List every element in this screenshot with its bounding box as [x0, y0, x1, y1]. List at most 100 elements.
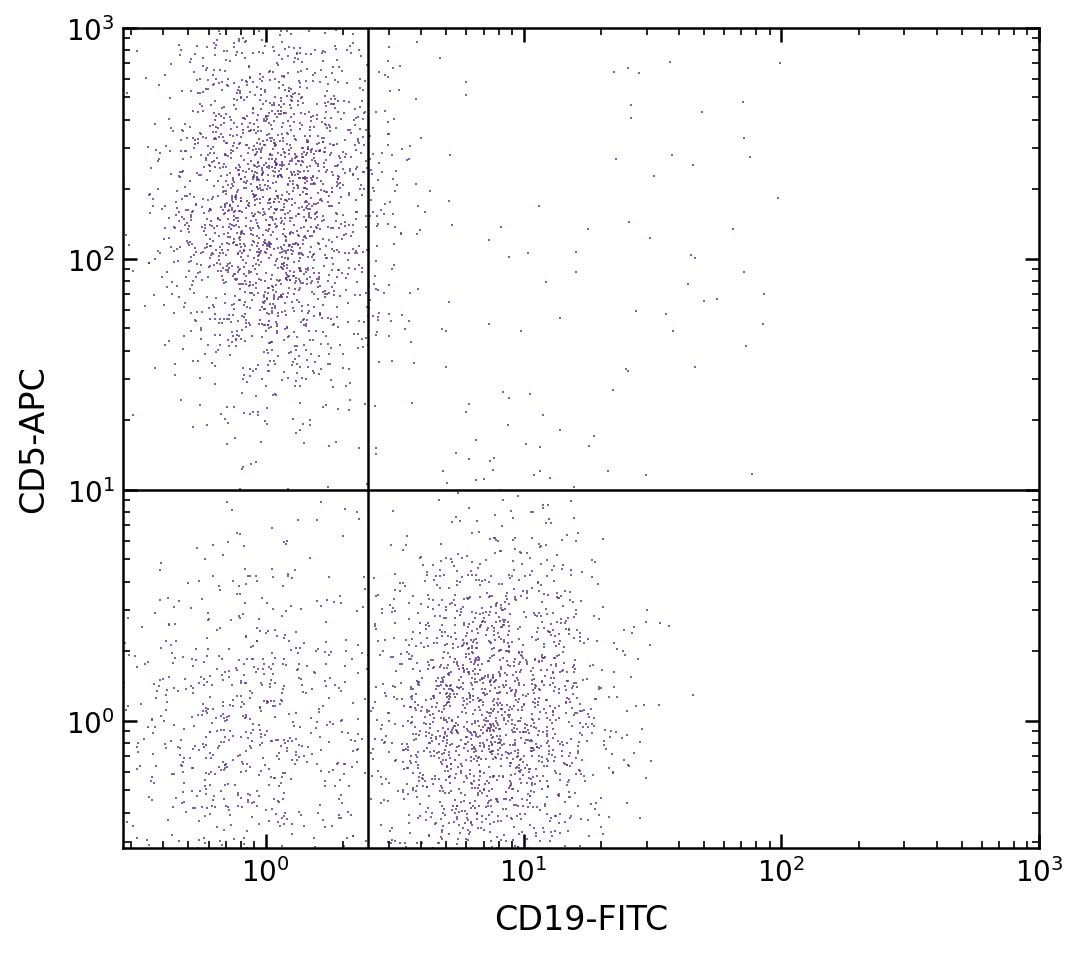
- Point: [329, 756, 347, 771]
- Point: [249, 120, 267, 135]
- Point: [471, 783, 488, 799]
- Point: [551, 627, 568, 642]
- Point: [215, 723, 232, 739]
- Point: [246, 197, 264, 213]
- Point: [414, 772, 431, 787]
- Point: [417, 805, 434, 821]
- Point: [276, 322, 294, 337]
- Point: [302, 347, 320, 362]
- Point: [569, 679, 586, 695]
- Point: [291, 738, 308, 753]
- Point: [218, 713, 235, 728]
- Point: [219, 205, 237, 220]
- Point: [492, 759, 510, 774]
- Point: [556, 679, 573, 694]
- Point: [309, 112, 326, 127]
- Point: [200, 270, 217, 285]
- Point: [286, 282, 303, 297]
- Point: [534, 654, 551, 669]
- Point: [333, 596, 350, 611]
- Point: [381, 598, 399, 613]
- Point: [411, 616, 429, 631]
- Point: [468, 632, 485, 647]
- Point: [166, 221, 184, 236]
- Point: [548, 639, 565, 654]
- Point: [268, 252, 285, 267]
- Point: [174, 165, 191, 180]
- Point: [482, 723, 499, 739]
- Point: [271, 82, 288, 97]
- Point: [489, 718, 507, 733]
- Point: [216, 148, 233, 163]
- Point: [511, 665, 528, 680]
- Point: [593, 820, 610, 835]
- Point: [252, 273, 269, 288]
- Point: [340, 779, 357, 794]
- Point: [486, 620, 503, 636]
- Point: [397, 741, 415, 757]
- Point: [198, 152, 215, 167]
- Point: [275, 107, 293, 122]
- Point: [605, 636, 622, 651]
- Point: [437, 359, 455, 375]
- Point: [380, 277, 397, 293]
- Point: [472, 590, 489, 605]
- Point: [523, 504, 540, 519]
- Point: [260, 336, 278, 352]
- Point: [509, 783, 526, 799]
- Point: [286, 255, 303, 271]
- Point: [396, 321, 414, 336]
- Point: [272, 105, 289, 120]
- Point: [537, 799, 554, 814]
- Point: [242, 740, 259, 756]
- Point: [364, 309, 381, 324]
- Point: [226, 40, 243, 55]
- Point: [316, 96, 334, 112]
- Point: [505, 655, 523, 670]
- Point: [451, 575, 469, 590]
- Point: [241, 264, 258, 279]
- Point: [471, 673, 488, 688]
- Point: [568, 245, 585, 260]
- Point: [517, 717, 535, 732]
- Y-axis label: CD5-APC: CD5-APC: [16, 365, 50, 513]
- Point: [408, 228, 426, 243]
- Point: [211, 213, 228, 229]
- Point: [483, 793, 500, 808]
- Point: [273, 838, 291, 853]
- Point: [204, 748, 221, 763]
- Point: [273, 216, 291, 232]
- Point: [228, 332, 245, 347]
- Point: [293, 671, 310, 686]
- Point: [512, 324, 529, 339]
- Point: [256, 728, 273, 743]
- Point: [419, 801, 436, 816]
- Point: [441, 294, 458, 310]
- Point: [220, 203, 238, 218]
- Point: [586, 801, 604, 817]
- Point: [141, 161, 159, 176]
- Point: [543, 748, 561, 763]
- Point: [249, 249, 267, 264]
- Point: [514, 799, 531, 814]
- Point: [444, 516, 461, 531]
- Point: [637, 615, 654, 630]
- Point: [460, 647, 477, 662]
- Point: [467, 793, 484, 808]
- Point: [276, 765, 294, 781]
- Point: [211, 649, 228, 664]
- Point: [246, 169, 264, 184]
- Point: [260, 762, 278, 778]
- Point: [149, 182, 166, 197]
- Point: [453, 705, 470, 720]
- Point: [280, 50, 297, 65]
- Point: [323, 264, 340, 279]
- Point: [508, 760, 525, 776]
- Point: [351, 440, 368, 456]
- Point: [205, 36, 222, 51]
- Point: [431, 598, 448, 613]
- Point: [301, 245, 319, 260]
- Point: [427, 674, 444, 689]
- Point: [267, 299, 284, 314]
- Point: [501, 571, 518, 586]
